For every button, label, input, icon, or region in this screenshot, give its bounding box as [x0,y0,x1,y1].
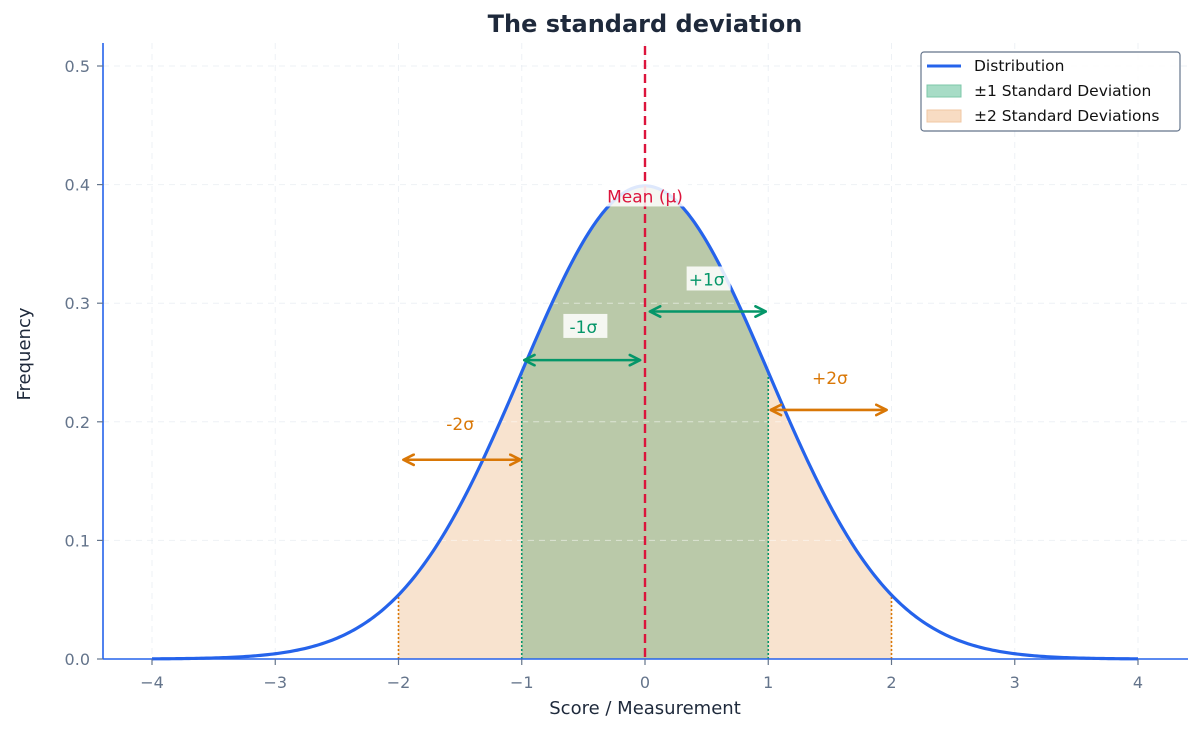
sigma-label: +1σ [689,270,725,290]
sigma-label: +2σ [812,369,848,389]
x-axis-ticks: −4 −3 −2 −1 0 1 2 3 4 [140,659,1143,692]
legend-box [920,51,1181,132]
x-tick-label: −2 [387,673,411,692]
legend-patch-1sigma-icon [926,84,962,98]
x-tick-label: −3 [263,673,287,692]
y-tick-label: 0.0 [65,650,90,669]
legend-patch-2sigma-icon [926,109,962,123]
legend-item-1sigma: ±1 Standard Deviation [974,82,1151,100]
y-tick-label: 0.4 [65,176,90,195]
sigma-annotations: Mean (μ) -1σ +1σ -2σ +2σ [402,182,888,467]
x-tick-label: 3 [1010,673,1020,692]
mean-label: Mean (μ) [607,187,683,207]
y-axis-ticks: 0.0 0.1 0.2 0.3 0.4 0.5 [65,57,103,669]
sigma-label: -1σ [570,318,598,338]
sigma-label-bg [686,266,731,291]
x-tick-label: 1 [763,673,773,692]
legend-item-distribution: Distribution [974,57,1064,75]
sigma-label: -2σ [446,415,474,435]
sigma-label-bg [563,313,608,338]
y-tick-label: 0.3 [65,294,90,313]
y-tick-label: 0.5 [65,57,90,76]
x-tick-label: −4 [140,673,164,692]
y-axis-label: Frequency [14,307,35,400]
y-tick-label: 0.1 [65,531,90,550]
y-tick-label: 0.2 [65,413,90,432]
x-tick-label: 2 [886,673,896,692]
legend-item-2sigma: ±2 Standard Deviations [974,107,1159,125]
x-tick-label: −1 [510,673,534,692]
x-axis-label: Score / Measurement [549,698,741,719]
chart-title: The standard deviation [488,10,803,38]
x-tick-label: 0 [640,673,650,692]
legend: Distribution ±1 Standard Deviation ±2 St… [920,51,1181,132]
x-tick-label: 4 [1133,673,1143,692]
mean-label-bg [602,182,688,207]
sigma-boundary-lines [397,372,893,659]
